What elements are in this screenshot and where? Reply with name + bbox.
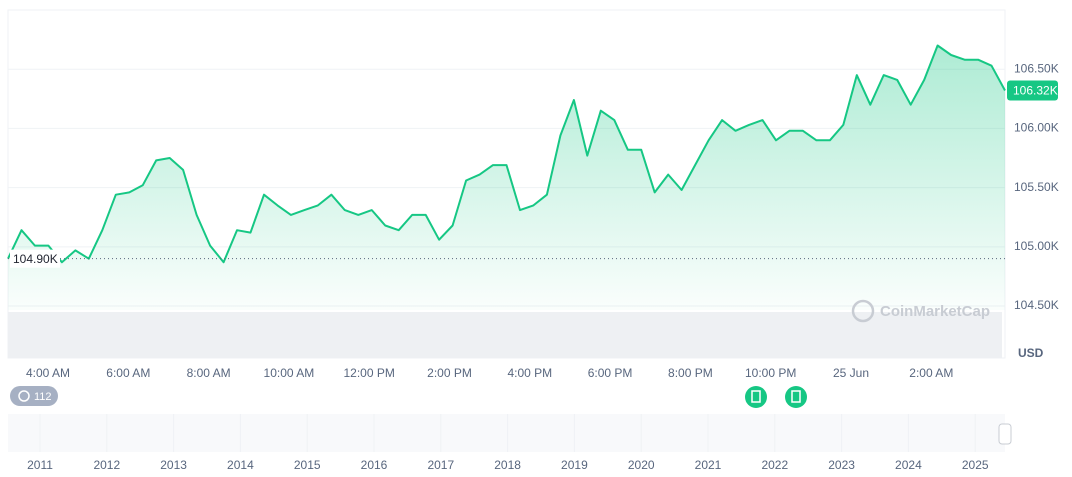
navigator-label: 2024 — [895, 458, 922, 472]
event-icon[interactable] — [785, 386, 807, 408]
navigator-label: 2025 — [962, 458, 989, 472]
y-tick-label: 105.00K — [1014, 239, 1059, 253]
y-tick-label: 106.50K — [1014, 61, 1059, 75]
navigator-label: 2023 — [828, 458, 855, 472]
y-tick-label: 104.50K — [1014, 298, 1059, 312]
navigator-label: 2011 — [27, 458, 53, 472]
current-price-tag — [1007, 80, 1058, 101]
x-tick-label: 25 Jun — [833, 366, 869, 380]
event-doc — [791, 390, 801, 403]
currency: USD — [1018, 346, 1044, 360]
navigator-label: 2013 — [160, 458, 187, 472]
volume-area — [8, 312, 1002, 358]
x-tick-label: 6:00 PM — [588, 366, 633, 380]
navigator[interactable] — [8, 414, 1005, 452]
watermark-text: CoinMarketCap — [880, 303, 990, 320]
x-tick-label: 6:00 AM — [106, 366, 150, 380]
navigator-label: 2015 — [294, 458, 321, 472]
x-tick-label: 12:00 PM — [344, 366, 395, 380]
navigator-label: 2018 — [494, 458, 521, 472]
navigator-label: 2022 — [761, 458, 788, 472]
price-line — [7, 44, 1006, 264]
plot: 104.50K 105.00K 105.50K 106.00K 106.50K 4:00 … — [7, 44, 1059, 380]
x-tick-label: 2:00 PM — [427, 366, 472, 380]
navigator-label: 2020 — [628, 458, 655, 472]
x-tick-label: 10:00 PM — [745, 366, 796, 380]
y-tick-label: 106.00K — [1014, 121, 1059, 135]
navigator-label: 2021 — [695, 458, 722, 472]
event-icon[interactable] — [745, 386, 767, 408]
x-tick-label: 10:00 AM — [264, 366, 315, 380]
price-area — [8, 45, 1005, 310]
x-tick-label: 2:00 AM — [909, 366, 953, 380]
navigator-label: 2016 — [361, 458, 388, 472]
watermark: CoinMarketCap — [851, 299, 990, 323]
navigator-handle[interactable] — [998, 423, 1012, 445]
baseline-label-bg — [10, 249, 60, 268]
current-price-label: 106.32K — [1013, 84, 1058, 98]
history-icon — [18, 390, 30, 402]
x-tick-label: 4:00 PM — [507, 366, 552, 380]
navigator-label: 2017 — [427, 458, 454, 472]
baseline-label: 104.90K — [13, 252, 58, 266]
watermark-logo — [851, 299, 875, 323]
y-tick-label: 105.50K — [1014, 180, 1059, 194]
event-doc — [751, 390, 761, 403]
navigator-label: 2014 — [227, 458, 254, 472]
x-tick-label: 8:00 PM — [668, 366, 713, 380]
x-tick-label: 4:00 AM — [26, 366, 70, 380]
x-tick-label: 8:00 AM — [187, 366, 231, 380]
navigator-label: 2019 — [561, 458, 588, 472]
history-count: 112 — [34, 391, 52, 403]
navigator-label: 2012 — [93, 458, 120, 472]
event-icons[interactable] — [745, 386, 807, 408]
